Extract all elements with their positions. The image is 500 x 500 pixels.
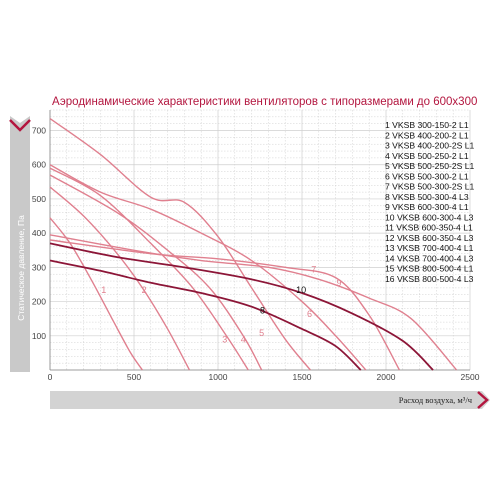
axis-ticks: 0 500 1000 1500 2000 2500 100 200 300 400 500 600 70…: [32, 126, 480, 382]
y-tick-label: 500: [32, 194, 46, 204]
series-line-3: [49, 167, 249, 371]
legend-entry: 11 VKSB 600-350-4 L1: [385, 223, 473, 233]
legend-entry: 5 VKSB 500-250-2S L1: [385, 161, 475, 171]
legend-entry: 16 VKSB 800-500-4 L3: [385, 274, 474, 284]
series-label-4: 4: [241, 335, 246, 345]
legend-entry: 12 VKSB 600-350-4 L3: [385, 233, 474, 243]
series-line-6: [49, 164, 367, 371]
x-tick-label: 500: [127, 372, 141, 382]
x-axis-band-shape: [50, 391, 490, 409]
series-line-10: [49, 242, 434, 371]
series-label-3: 3: [222, 335, 227, 345]
series-label-2: 2: [142, 285, 147, 295]
series-line-7: [49, 239, 401, 371]
series-label-10: 10: [296, 285, 306, 295]
series-label-1: 1: [101, 285, 106, 295]
series-line-2: [49, 186, 191, 371]
series-line-1: [49, 217, 143, 371]
y-axis-title: Статическое давление, Па: [16, 215, 26, 321]
curve-labels: 1 2 3 4 5 6 7 8 9 10: [101, 265, 341, 345]
series-label-7: 7: [311, 265, 316, 275]
legend-entry: 7 VKSB 500-300-2S L1: [385, 182, 475, 192]
series-label-8: 8: [260, 306, 265, 316]
y-axis-chevron-icon: [9, 119, 31, 132]
legend-entry: 3 VKSB 400-200-2S L1: [385, 141, 475, 151]
series-label-9: 9: [336, 278, 341, 288]
legend-entry: 15 VKSB 800-500-4 L1: [385, 264, 474, 274]
legend-entry: 2 VKSB 400-200-2 L1: [385, 130, 469, 140]
x-tick-label: 1500: [293, 372, 312, 382]
legend-entry: 6 VKSB 500-300-2 L1: [385, 171, 469, 181]
grid: [49, 109, 471, 371]
chart-title: Аэродинамические характеристики вентилят…: [52, 96, 477, 108]
legend-entry: 8 VKSB 500-300-4 L3: [385, 192, 469, 202]
y-axis-band: Статическое давление, Па: [9, 116, 31, 372]
y-tick-label: 100: [32, 331, 46, 341]
legend-entry: 9 VKSB 600-300-4 L1: [385, 202, 469, 212]
series-label-6: 6: [307, 309, 312, 319]
y-tick-label: 300: [32, 262, 46, 272]
curves: [49, 117, 458, 371]
x-tick-label: 2000: [377, 372, 396, 382]
series-line-5: [49, 117, 311, 371]
legend: 1 VKSB 300-150-2 L12 VKSB 400-200-2 L13 …: [385, 120, 475, 284]
x-axis-band: Расход воздуха, м³/ч: [50, 391, 490, 409]
series-line-9: [49, 234, 458, 371]
legend-entry: 13 VKSB 700-400-4 L1: [385, 243, 474, 253]
x-axis-title: Расход воздуха, м³/ч: [399, 395, 473, 405]
series-line-4: [49, 174, 263, 371]
legend-entry: 10 VKSB 600-300-4 L3: [385, 212, 474, 222]
series-label-5: 5: [259, 328, 264, 338]
legend-entry: 4 VKSB 500-250-2 L1: [385, 151, 469, 161]
y-tick-label: 700: [32, 126, 46, 136]
x-tick-label: 1000: [209, 372, 228, 382]
legend-entry: 14 VKSB 700-400-4 L3: [385, 253, 474, 263]
x-tick-label: 0: [48, 372, 53, 382]
series-line-8: [49, 259, 362, 371]
y-axis-band-shape: [10, 116, 30, 372]
y-tick-label: 600: [32, 160, 46, 170]
x-tick-label: 2500: [461, 372, 480, 382]
legend-entry: 1 VKSB 300-150-2 L1: [385, 120, 469, 130]
y-tick-label: 200: [32, 297, 46, 307]
y-tick-label: 400: [32, 228, 46, 238]
x-axis-chevron-icon: [477, 391, 489, 409]
